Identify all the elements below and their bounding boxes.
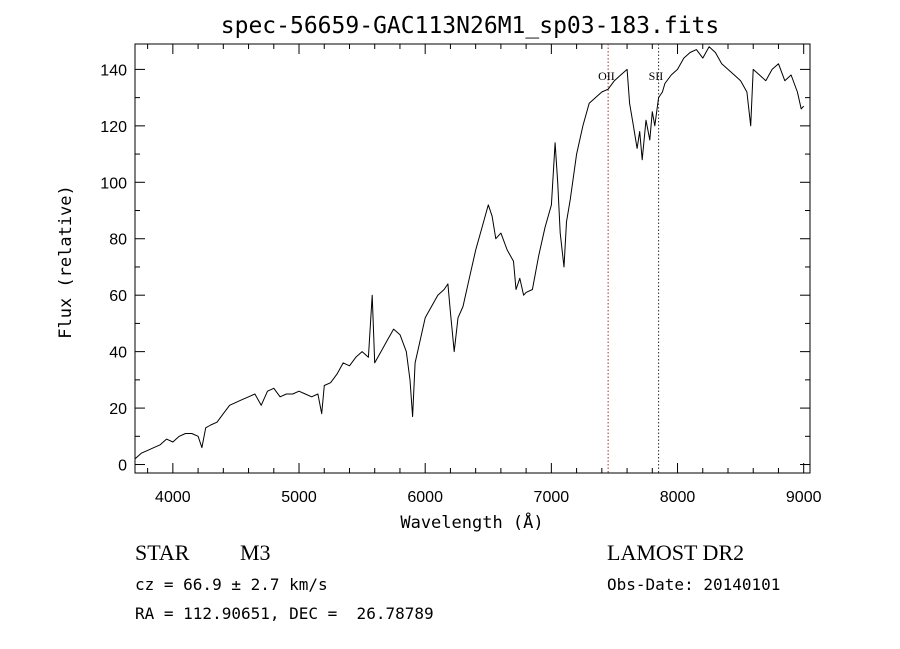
x-tick-label: 6000 xyxy=(407,489,443,506)
object-subclass: M3 xyxy=(240,540,271,565)
x-tick-label: 7000 xyxy=(534,489,570,506)
coordinates: RA = 112.90651, DEC = 26.78789 xyxy=(135,604,434,623)
spectrum-line xyxy=(134,46,805,460)
series-group xyxy=(134,46,805,460)
y-tick-label: 100 xyxy=(100,175,127,192)
x-axis-label: Wavelength (Å) xyxy=(400,511,543,533)
x-tick-label: 4000 xyxy=(155,489,191,506)
y-tick-label: 140 xyxy=(100,62,127,79)
y-tick-label: 80 xyxy=(109,232,127,249)
survey-name: LAMOST DR2 xyxy=(607,540,744,565)
y-tick-label: 40 xyxy=(109,345,127,362)
x-tick-label: 8000 xyxy=(660,489,696,506)
y-tick-label: 20 xyxy=(109,401,127,418)
chart-title: spec-56659-GAC113N26M1_sp03-183.fits xyxy=(221,13,720,39)
y-axis-label: Flux (relative) xyxy=(56,185,76,339)
axis-ticks: 4000 5000 6000 7000 8000 9000 0 20 40 60 80 100 120 1… xyxy=(100,44,822,506)
y-tick-label: 120 xyxy=(100,119,127,136)
x-tick-label: 5000 xyxy=(281,489,317,506)
plot-frame xyxy=(134,43,811,474)
observation-date: Obs-Date: 20140101 xyxy=(607,575,780,594)
y-tick-label: 0 xyxy=(118,458,127,475)
redshift-cz: cz = 66.9 ± 2.7 km/s xyxy=(135,575,328,594)
y-tick-label: 60 xyxy=(109,288,127,305)
reference-line-label: OII xyxy=(598,69,615,83)
x-tick-label: 9000 xyxy=(786,489,822,506)
object-class: STAR xyxy=(135,540,190,565)
reference-line-label: SII xyxy=(649,69,664,83)
reference-lines: OII SII xyxy=(598,44,663,473)
